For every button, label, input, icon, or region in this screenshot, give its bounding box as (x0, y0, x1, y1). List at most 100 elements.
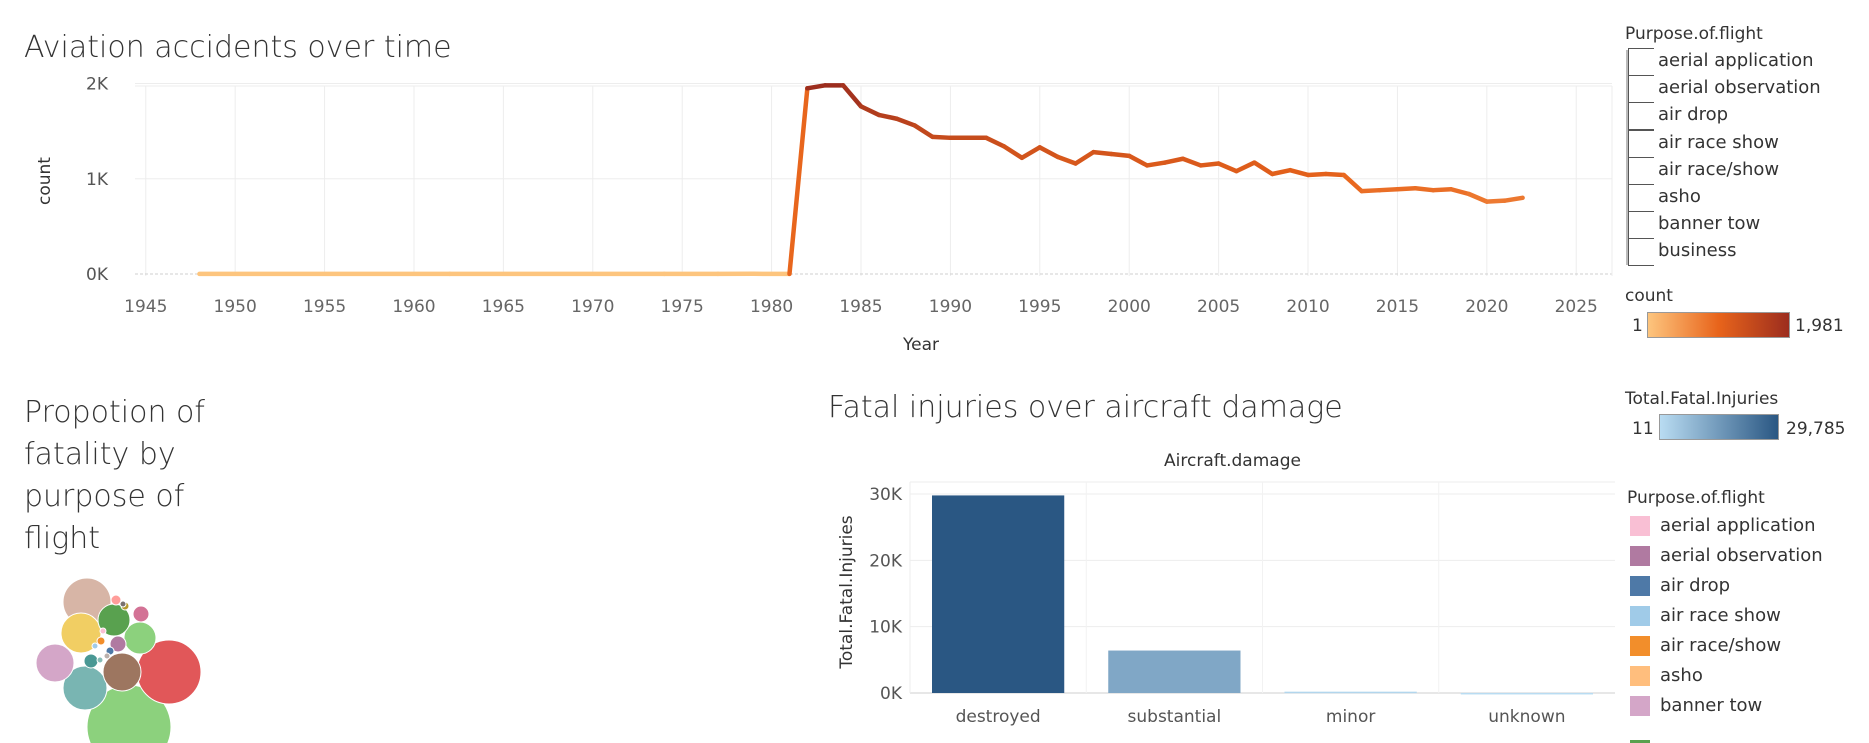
line-segment[interactable] (1377, 186, 1400, 193)
bubble[interactable] (96, 636, 106, 646)
line-segment[interactable] (805, 83, 828, 91)
filter-checkbox[interactable] (1628, 156, 1654, 185)
line-segment[interactable] (1413, 186, 1436, 193)
bubble[interactable] (102, 652, 142, 692)
line-segment[interactable] (1198, 161, 1221, 168)
bubble[interactable] (119, 600, 127, 608)
line-segment[interactable] (787, 86, 810, 277)
bar-y-axis-label: Total.Fatal.Injuries (837, 515, 857, 669)
line-segment[interactable] (1430, 186, 1454, 193)
filter-checkbox[interactable] (1628, 129, 1654, 158)
line-segment[interactable] (1287, 167, 1311, 178)
legend-item-label[interactable]: aerial observation (1660, 545, 1823, 566)
line-segment[interactable] (1305, 171, 1329, 178)
legend-swatch[interactable] (1630, 576, 1650, 596)
line-segment[interactable] (840, 83, 864, 109)
filter-item-label[interactable]: air drop (1658, 104, 1729, 126)
bar-destroyed[interactable] (932, 495, 1065, 693)
bubble[interactable] (83, 653, 99, 669)
line-segment[interactable] (1502, 195, 1525, 203)
bar-category-label: substantial (1128, 707, 1222, 727)
legend-swatch[interactable] (1630, 546, 1650, 566)
line-segment[interactable] (858, 104, 882, 118)
line-segment[interactable] (912, 123, 935, 140)
fatal-gradient-bar (1659, 414, 1779, 440)
line-segment[interactable] (1395, 186, 1418, 192)
filter-item-label[interactable]: aerial observation (1658, 77, 1821, 99)
line-segment[interactable] (1055, 154, 1078, 166)
legend-item-label[interactable]: aerial application (1660, 515, 1816, 536)
line-segment[interactable] (1162, 156, 1186, 165)
bubble-title-line-4: flight (24, 521, 101, 556)
filter-checkbox[interactable] (1628, 102, 1654, 131)
bubble[interactable] (109, 635, 127, 653)
line-segment[interactable] (1001, 144, 1025, 161)
bar-minor[interactable] (1284, 691, 1417, 694)
x-tick-label: 2000 (1108, 297, 1151, 317)
bubble[interactable] (132, 605, 150, 623)
legend-item-label[interactable]: air race/show (1660, 635, 1782, 656)
bar-chart: Aircraft.damage 0K 10K 20K 30K destroyed subst… (837, 451, 1615, 727)
filter-checkbox[interactable] (1628, 211, 1654, 240)
line-segment[interactable] (1323, 171, 1347, 178)
line-segment[interactable] (1466, 191, 1490, 204)
bubble-chart (35, 577, 202, 743)
line-segment[interactable] (1109, 151, 1132, 159)
legend-item-label[interactable]: air race show (1660, 605, 1781, 626)
filter-item-label[interactable]: air race show (1658, 131, 1779, 153)
bubble[interactable] (103, 652, 111, 660)
bubble-chart-title: Propotion of fatality by purpose of flig… (24, 392, 205, 560)
line-segment[interactable] (983, 135, 1007, 149)
line-series (197, 83, 1525, 277)
legend-swatch[interactable] (1630, 666, 1650, 686)
legend-swatch[interactable] (1630, 636, 1650, 656)
line-segment[interactable] (1359, 187, 1382, 194)
line-segment[interactable] (1234, 160, 1257, 174)
legend-item-label[interactable]: asho (1660, 665, 1703, 686)
line-segment[interactable] (876, 112, 900, 122)
legend-swatch[interactable] (1630, 606, 1650, 626)
line-segment[interactable] (1180, 156, 1203, 168)
bar-category-label: minor (1326, 707, 1375, 727)
bubble[interactable] (110, 594, 122, 606)
bubble[interactable] (91, 642, 99, 650)
filter-item-label[interactable]: air race/show (1658, 158, 1780, 180)
legend-swatch[interactable] (1630, 696, 1650, 716)
bubble[interactable] (62, 665, 108, 711)
line-segment[interactable] (1252, 160, 1275, 177)
filter-item-label[interactable]: aerial application (1658, 50, 1814, 71)
bubble[interactable] (96, 656, 104, 664)
legend-item-label[interactable]: air drop (1660, 575, 1731, 596)
line-segment[interactable] (930, 134, 953, 141)
x-tick-label: 1990 (929, 297, 972, 317)
line-segment[interactable] (1144, 160, 1168, 168)
filter-checkbox[interactable] (1628, 75, 1654, 104)
line-segment[interactable] (1270, 167, 1293, 177)
filter-checkbox[interactable] (1628, 238, 1654, 267)
filter-checkbox[interactable] (1628, 184, 1654, 212)
bar-unknown[interactable] (1460, 692, 1593, 695)
filter-legend-scrollbar[interactable] (1626, 50, 1628, 265)
line-segment[interactable] (1091, 149, 1114, 157)
filter-item-label[interactable]: banner tow (1658, 213, 1761, 235)
bubble[interactable] (99, 627, 107, 635)
count-legend-max: 1,981 (1795, 316, 1844, 336)
bubble[interactable] (35, 643, 75, 683)
line-segment[interactable] (1341, 172, 1364, 194)
line-segment[interactable] (1019, 145, 1043, 161)
legend-item-label[interactable]: banner tow (1660, 695, 1763, 716)
line-segment[interactable] (1126, 153, 1150, 168)
line-segment[interactable] (894, 116, 917, 128)
filter-checkbox[interactable] (1628, 48, 1654, 76)
x-tick-label: 1960 (392, 297, 435, 317)
line-segment[interactable] (1448, 186, 1472, 197)
bar-substantial[interactable] (1108, 650, 1241, 693)
legend-swatch[interactable] (1630, 516, 1650, 536)
x-tick-label: 1995 (1018, 297, 1061, 317)
line-segment[interactable] (1484, 198, 1507, 204)
line-segment[interactable] (1216, 161, 1239, 174)
line-segment[interactable] (1037, 145, 1060, 160)
line-segment[interactable] (1073, 149, 1096, 166)
filter-item-label[interactable]: asho (1658, 186, 1701, 207)
filter-item-label[interactable]: business (1658, 240, 1737, 262)
